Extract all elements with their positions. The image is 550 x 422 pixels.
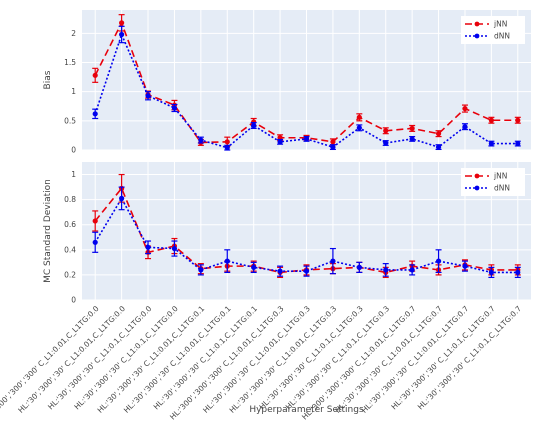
- legend-layer: jNN dNN jNN dNN: [461, 16, 525, 196]
- data-point: [515, 117, 521, 123]
- y-tick-label: 1: [71, 170, 76, 179]
- y-tick-label: 2: [71, 29, 76, 38]
- data-point: [119, 31, 125, 38]
- x-axis-title: Hyperparameter Settings: [249, 405, 364, 415]
- data-point: [435, 144, 442, 150]
- data-point: [145, 93, 151, 99]
- y-tick-label: 0.5: [64, 116, 76, 125]
- data-point: [435, 258, 442, 264]
- data-point: [198, 267, 204, 273]
- legend-label: dNN: [494, 32, 510, 41]
- legend-label: dNN: [494, 184, 510, 193]
- series-line-dNN: [94, 196, 518, 274]
- data-point: [303, 136, 310, 142]
- y-tick-label: 0.6: [64, 220, 76, 229]
- data-point: [356, 125, 362, 131]
- data-point: [330, 139, 336, 145]
- grid-layer: [82, 10, 531, 301]
- data-point: [330, 144, 336, 150]
- data-point: [409, 267, 415, 273]
- legend-label: jNN: [493, 20, 507, 29]
- y-tick-label: 0.4: [64, 245, 76, 254]
- data-point: [171, 245, 178, 252]
- data-point: [92, 72, 98, 78]
- data-point: [488, 140, 494, 147]
- data-point: [409, 125, 415, 132]
- y-axis-title: Bias: [43, 70, 53, 89]
- data-point: [224, 258, 230, 264]
- data-point: [462, 263, 468, 269]
- y-tick-label: 0.2: [64, 270, 76, 279]
- legend-marker: [474, 173, 480, 179]
- data-point: [92, 111, 98, 117]
- data-point: [462, 105, 468, 112]
- series-layer: [92, 14, 521, 279]
- data-point: [435, 131, 442, 137]
- data-point: [356, 264, 362, 270]
- y-tick-label: 0: [71, 296, 76, 305]
- data-point: [145, 244, 151, 250]
- data-point: [409, 136, 415, 142]
- data-point: [224, 145, 230, 151]
- data-point: [171, 105, 178, 111]
- data-point: [92, 239, 98, 245]
- data-point: [277, 139, 283, 145]
- data-point: [198, 137, 204, 143]
- data-point: [92, 218, 98, 224]
- data-point: [488, 269, 494, 275]
- legend-marker: [474, 33, 480, 39]
- data-point: [277, 268, 283, 274]
- data-point: [383, 140, 389, 146]
- data-point: [488, 117, 494, 123]
- data-point: [356, 114, 362, 120]
- legend-box: [461, 168, 525, 196]
- legend-marker: [474, 185, 480, 191]
- data-point: [119, 20, 125, 26]
- data-point: [383, 128, 389, 134]
- data-point: [383, 267, 389, 273]
- data-point: [224, 139, 230, 145]
- data-point: [515, 140, 521, 147]
- data-point: [251, 122, 257, 129]
- data-point: [462, 124, 468, 130]
- data-point: [251, 264, 257, 270]
- data-point: [330, 258, 336, 264]
- legend-label: jNN: [493, 172, 507, 181]
- y-tick-label: 1.5: [64, 58, 76, 67]
- legend-box: [461, 16, 525, 44]
- y-tick-label: 1: [71, 87, 76, 96]
- data-point: [119, 195, 125, 201]
- data-point: [303, 268, 310, 274]
- data-point: [515, 269, 521, 275]
- y-tick-label: 0: [71, 146, 76, 155]
- legend-marker: [474, 21, 480, 27]
- y-tick-label: 0.8: [64, 195, 76, 204]
- y-axis-title: MC Standard Deviation: [43, 179, 53, 283]
